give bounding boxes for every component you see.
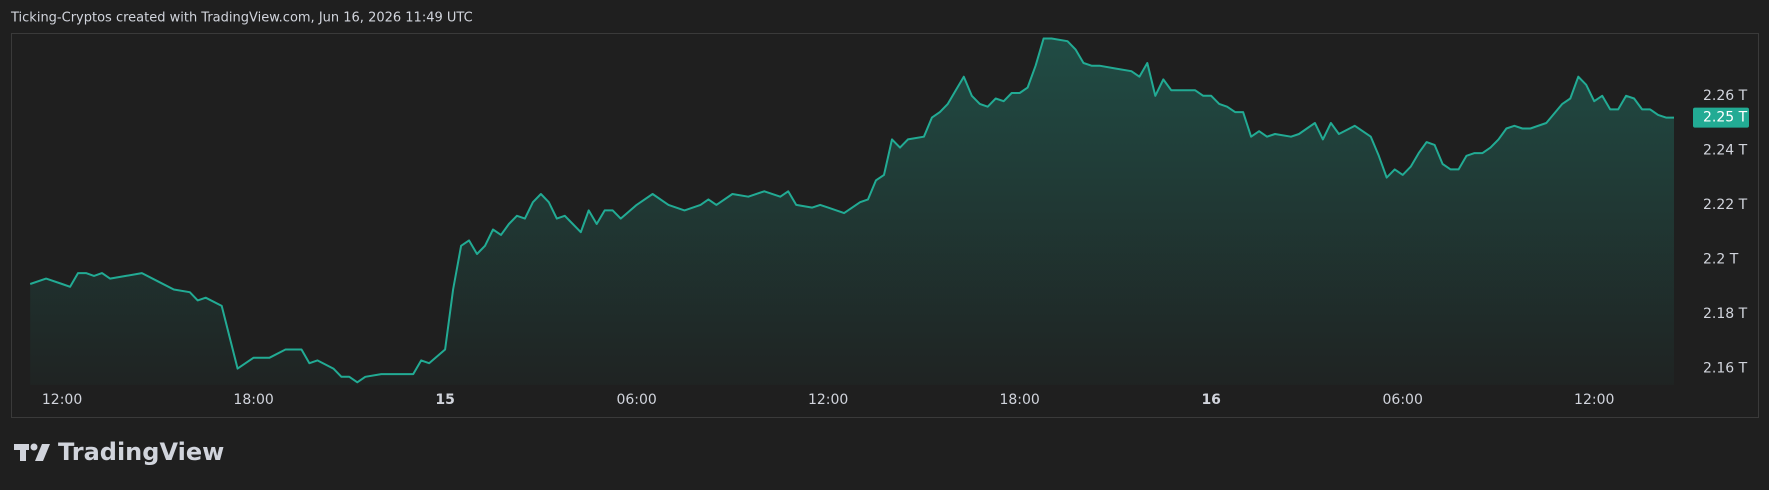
- x-tick-label: 18:00: [233, 392, 273, 408]
- y-tick-label: 2.2 T: [1703, 251, 1739, 267]
- chart-title: Ticking-Cryptos created with TradingView…: [10, 11, 473, 26]
- y-tick-label: 2.18 T: [1703, 306, 1748, 322]
- last-price-box: [1693, 107, 1749, 128]
- y-tick-label: 2.24 T: [1703, 142, 1748, 158]
- x-tick-label: 18:00: [999, 392, 1039, 408]
- x-tick-label: 16: [1201, 392, 1220, 408]
- x-tick-label: 12:00: [42, 392, 82, 408]
- y-tick-label: 2.16 T: [1703, 361, 1748, 377]
- y-tick-label: 2.22 T: [1703, 197, 1748, 213]
- x-tick-label: 15: [435, 392, 454, 408]
- area-fill: [30, 38, 1675, 385]
- x-tick-label: 06:00: [616, 392, 656, 408]
- watermark-text: TradingView: [58, 438, 224, 466]
- x-tick-label: 12:00: [808, 392, 848, 408]
- y-tick-label: 2.26 T: [1703, 88, 1748, 104]
- chart-frame: [11, 33, 1759, 418]
- last-price-label: 2.25 T: [1703, 110, 1748, 126]
- watermark-logo: [14, 443, 50, 461]
- x-tick-label: 06:00: [1383, 392, 1423, 408]
- x-tick-label: 12:00: [1574, 392, 1614, 408]
- price-line: [29, 37, 1674, 384]
